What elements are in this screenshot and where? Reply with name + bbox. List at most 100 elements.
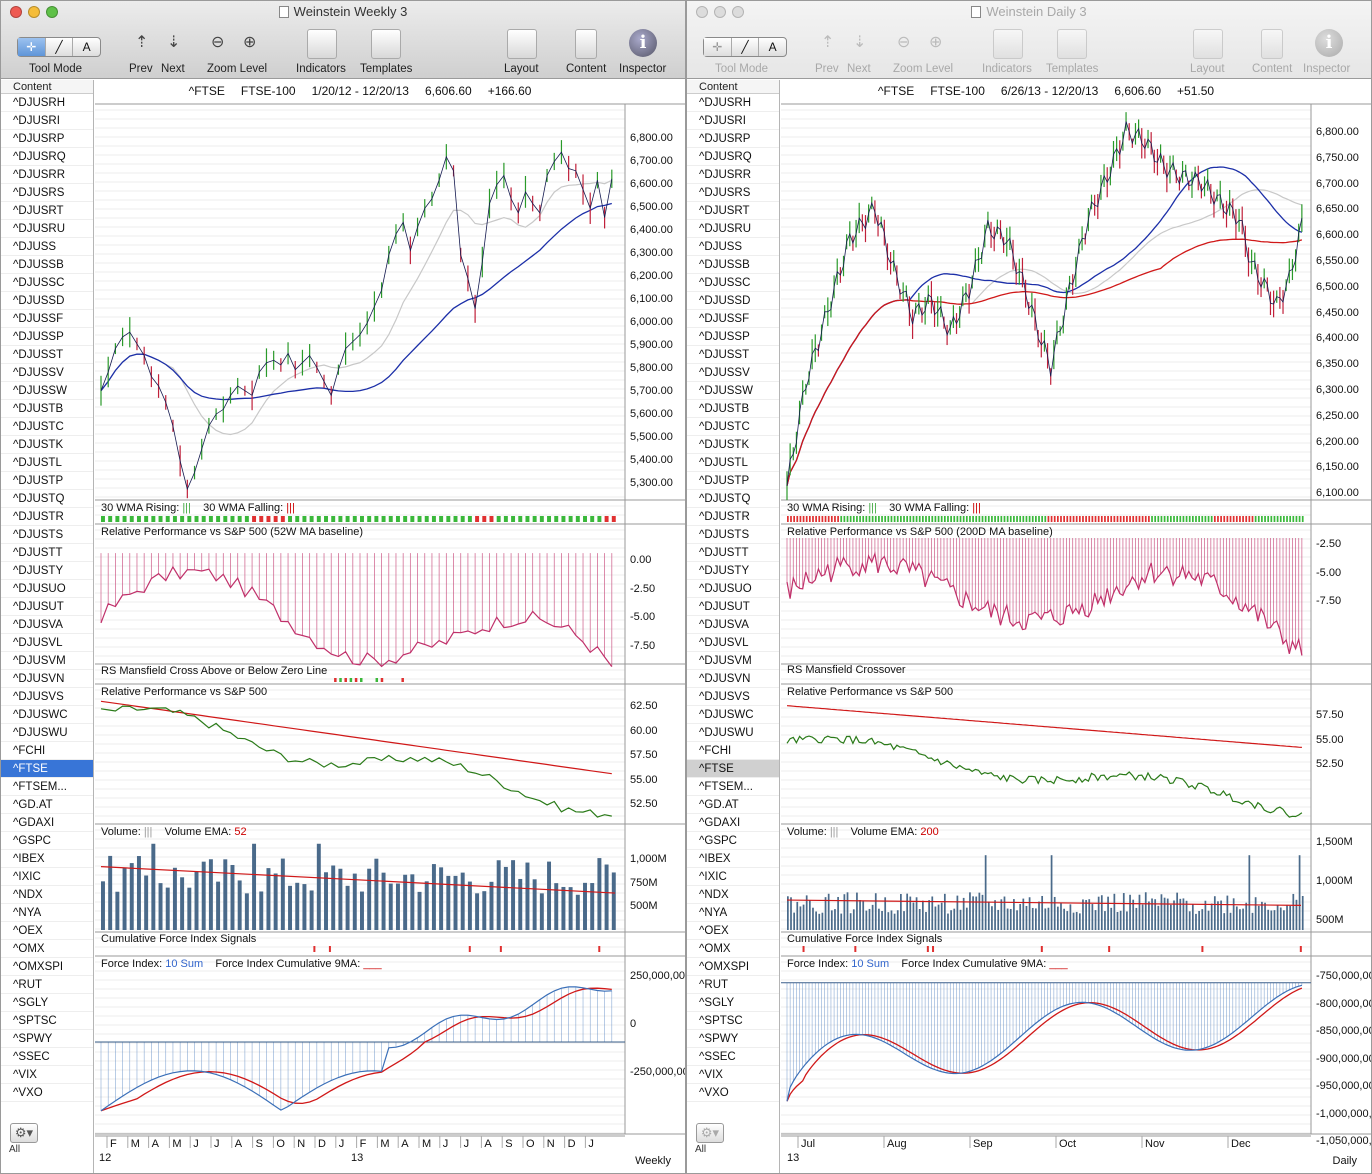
symbol-item[interactable]: ^DJUSTQ bbox=[1, 490, 93, 508]
symbol-item[interactable]: ^DJUSVN bbox=[687, 670, 779, 688]
symbol-item[interactable]: ^DJUSTB bbox=[687, 400, 779, 418]
symbol-item[interactable]: ^FTSEM... bbox=[687, 778, 779, 796]
crosshair-tool-icon[interactable]: ✛ bbox=[18, 38, 46, 56]
symbol-item[interactable]: ^DJUSSB bbox=[1, 256, 93, 274]
next-button[interactable]: Next bbox=[847, 63, 871, 75]
symbol-item[interactable]: ^DJUSRH bbox=[1, 94, 93, 112]
indicators-icon[interactable] bbox=[993, 29, 1023, 59]
symbol-item[interactable]: ^GD.AT bbox=[687, 796, 779, 814]
symbol-item[interactable]: ^DJUSRT bbox=[1, 202, 93, 220]
symbol-item[interactable]: ^DJUSTK bbox=[1, 436, 93, 454]
symbol-item[interactable]: ^DJUSSV bbox=[687, 364, 779, 382]
symbol-item[interactable]: ^DJUSSW bbox=[687, 382, 779, 400]
zoom-in-icon[interactable]: ⊕ bbox=[929, 34, 943, 51]
symbol-item[interactable]: ^SSEC bbox=[1, 1048, 93, 1066]
inspector-info-icon[interactable]: i bbox=[1315, 29, 1343, 57]
symbol-item[interactable]: ^DJUSVN bbox=[1, 670, 93, 688]
symbol-item[interactable]: ^GSPC bbox=[1, 832, 93, 850]
chart-canvas[interactable] bbox=[95, 80, 686, 1174]
symbol-item[interactable]: ^GSPC bbox=[687, 832, 779, 850]
symbol-item[interactable]: ^SPTSC bbox=[1, 1012, 93, 1030]
symbol-item[interactable]: ^DJUSVS bbox=[1, 688, 93, 706]
symbol-item[interactable]: ^GDAXI bbox=[687, 814, 779, 832]
minimize-window-button[interactable] bbox=[714, 6, 726, 18]
symbol-item[interactable]: ^DJUSSF bbox=[687, 310, 779, 328]
symbol-item[interactable]: ^IXIC bbox=[1, 868, 93, 886]
line-tool-icon[interactable]: ╱ bbox=[46, 38, 74, 56]
symbol-item[interactable]: ^DJUSRP bbox=[1, 130, 93, 148]
symbol-item[interactable]: ^OEX bbox=[1, 922, 93, 940]
symbol-item[interactable]: ^OMX bbox=[1, 940, 93, 958]
symbol-item[interactable]: ^VIX bbox=[687, 1066, 779, 1084]
symbol-item[interactable]: ^DJUSUO bbox=[1, 580, 93, 598]
symbol-item[interactable]: ^DJUSVL bbox=[687, 634, 779, 652]
symbol-item[interactable]: ^DJUSWC bbox=[1, 706, 93, 724]
symbol-item[interactable]: ^DJUSTR bbox=[687, 508, 779, 526]
symbol-item[interactable]: ^DJUSUO bbox=[687, 580, 779, 598]
symbol-item[interactable]: ^DJUSTL bbox=[687, 454, 779, 472]
symbol-item[interactable]: ^SPWY bbox=[687, 1030, 779, 1048]
symbol-item[interactable]: ^DJUSVA bbox=[687, 616, 779, 634]
symbol-item[interactable]: ^DJUSSP bbox=[1, 328, 93, 346]
chart-canvas[interactable] bbox=[781, 80, 1372, 1174]
symbol-item[interactable]: ^DJUSSB bbox=[687, 256, 779, 274]
templates-icon[interactable] bbox=[1057, 29, 1087, 59]
period-label[interactable]: Weekly bbox=[635, 1155, 671, 1167]
symbol-item[interactable]: ^FTSEM... bbox=[1, 778, 93, 796]
indicators-button[interactable]: Indicators bbox=[982, 63, 1032, 75]
next-arrow-icon[interactable]: ⇣ bbox=[853, 34, 867, 51]
symbol-item[interactable]: ^DJUSSC bbox=[687, 274, 779, 292]
symbol-item[interactable]: ^DJUSTQ bbox=[687, 490, 779, 508]
symbol-item[interactable]: ^DJUSSP bbox=[687, 328, 779, 346]
symbol-item[interactable]: ^DJUSSD bbox=[687, 292, 779, 310]
symbol-item[interactable]: ^GD.AT bbox=[1, 796, 93, 814]
symbol-item[interactable]: ^VXO bbox=[1, 1084, 93, 1102]
symbol-item[interactable]: ^DJUSTS bbox=[687, 526, 779, 544]
zoom-window-button[interactable] bbox=[46, 6, 58, 18]
symbol-item[interactable]: ^DJUSSV bbox=[1, 364, 93, 382]
zoom-in-icon[interactable]: ⊕ bbox=[243, 34, 257, 51]
gear-icon[interactable]: ⚙▾ bbox=[10, 1123, 38, 1143]
symbol-item[interactable]: ^NDX bbox=[687, 886, 779, 904]
symbol-item[interactable]: ^SSEC bbox=[687, 1048, 779, 1066]
symbol-item[interactable]: ^DJUSRS bbox=[687, 184, 779, 202]
symbol-item[interactable]: ^DJUSTY bbox=[687, 562, 779, 580]
symbol-item[interactable]: ^DJUSTS bbox=[1, 526, 93, 544]
symbol-item[interactable]: ^DJUSRH bbox=[687, 94, 779, 112]
symbol-item[interactable]: ^DJUSTP bbox=[1, 472, 93, 490]
symbol-item[interactable]: ^DJUSRR bbox=[1, 166, 93, 184]
close-window-button[interactable] bbox=[10, 6, 22, 18]
symbol-item[interactable]: ^DJUSVM bbox=[687, 652, 779, 670]
symbol-item[interactable]: ^SGLY bbox=[687, 994, 779, 1012]
text-tool-icon[interactable]: A bbox=[82, 40, 91, 54]
content-icon[interactable] bbox=[1261, 29, 1283, 59]
symbol-item[interactable]: ^DJUSTC bbox=[1, 418, 93, 436]
symbol-item[interactable]: ^DJUSST bbox=[1, 346, 93, 364]
tool-mode-segmented[interactable]: ✛ ╱ A bbox=[703, 37, 787, 57]
layout-icon[interactable] bbox=[507, 29, 537, 59]
gear-icon[interactable]: ⚙▾ bbox=[696, 1123, 724, 1143]
templates-button[interactable]: Templates bbox=[360, 63, 413, 75]
line-tool-icon[interactable]: ╱ bbox=[732, 38, 760, 56]
prev-button[interactable]: Prev bbox=[815, 63, 839, 75]
symbol-item[interactable]: ^DJUSTB bbox=[1, 400, 93, 418]
symbol-item[interactable]: ^GDAXI bbox=[1, 814, 93, 832]
symbol-item[interactable]: ^VXO bbox=[687, 1084, 779, 1102]
symbol-item[interactable]: ^DJUSVL bbox=[1, 634, 93, 652]
symbol-item[interactable]: ^DJUSVS bbox=[687, 688, 779, 706]
templates-icon[interactable] bbox=[371, 29, 401, 59]
symbol-item[interactable]: ^DJUSVM bbox=[1, 652, 93, 670]
layout-icon[interactable] bbox=[1193, 29, 1223, 59]
zoom-window-button[interactable] bbox=[732, 6, 744, 18]
symbol-item[interactable]: ^DJUSTY bbox=[1, 562, 93, 580]
symbol-item[interactable]: ^DJUSTC bbox=[687, 418, 779, 436]
symbol-item[interactable]: ^DJUSRI bbox=[687, 112, 779, 130]
prev-button[interactable]: Prev bbox=[129, 63, 153, 75]
symbol-item[interactable]: ^OMXSPI bbox=[1, 958, 93, 976]
chart-area[interactable]: ^FTSE FTSE-100 6/26/13 - 12/20/13 6,606.60 +… bbox=[781, 80, 1371, 1173]
symbol-item[interactable]: ^DJUSRS bbox=[1, 184, 93, 202]
symbol-item[interactable]: ^IBEX bbox=[1, 850, 93, 868]
symbol-item[interactable]: ^SGLY bbox=[1, 994, 93, 1012]
next-arrow-icon[interactable]: ⇣ bbox=[167, 34, 181, 51]
symbol-item[interactable]: ^FTSE bbox=[1, 760, 93, 778]
